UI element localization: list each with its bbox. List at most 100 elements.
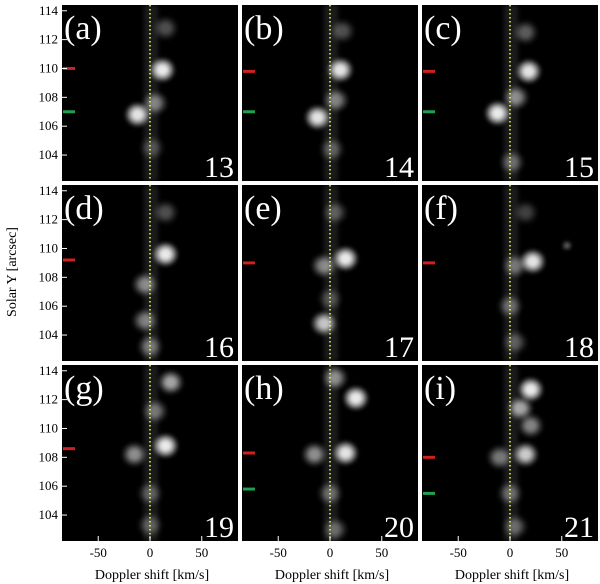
y-tick-label: 114 — [39, 363, 59, 378]
y-tick-label: 108 — [39, 89, 59, 104]
emission-core — [130, 107, 145, 122]
emission-core — [509, 90, 524, 105]
y-tick-label: 112 — [39, 212, 58, 227]
green-position-marker — [243, 110, 255, 114]
x-tick-label: 0 — [507, 545, 514, 560]
x-tick-label: 50 — [555, 545, 568, 560]
background-emission — [143, 5, 159, 181]
x-tick-label: 50 — [195, 545, 208, 560]
y-axis-title: Solar Y [arcsec] — [5, 227, 20, 317]
y-tick-label: 112 — [39, 392, 58, 407]
emission-core — [333, 63, 348, 77]
red-position-marker — [243, 69, 255, 73]
panel-frame-number: 19 — [204, 511, 234, 544]
emission-core — [508, 259, 523, 273]
emission-core — [521, 64, 536, 79]
emission-core — [523, 418, 538, 433]
green-position-marker — [243, 487, 255, 491]
emission-core — [316, 259, 331, 273]
panel-letter: (g) — [64, 370, 104, 407]
panel-letter: (f) — [424, 190, 458, 227]
panel-letter: (d) — [64, 190, 104, 227]
y-tick-label: 112 — [39, 32, 58, 47]
emission-core — [518, 25, 533, 40]
emission-core — [338, 446, 353, 460]
red-position-marker — [423, 261, 435, 265]
panel-frame-number: 16 — [204, 331, 234, 364]
panel-grid: (a) 13 (b) 14 (c) 15 (d) 16 (e) 17 (f) 18 (g) 19 (h) 20… — [62, 5, 598, 544]
x-tick-label: -50 — [450, 545, 467, 560]
panel-letter: (e) — [244, 190, 282, 227]
y-tick-label: 104 — [39, 507, 59, 522]
y-tick-label: 110 — [39, 60, 58, 75]
emission-core — [158, 247, 173, 261]
x-tick-label: 0 — [327, 545, 334, 560]
emission-core — [328, 205, 343, 220]
panel-letter: (a) — [64, 10, 102, 47]
red-position-marker — [63, 258, 75, 262]
emission-core — [158, 205, 173, 220]
y-tick-label: 104 — [39, 327, 59, 342]
green-position-marker — [423, 491, 435, 495]
panel-letter: (h) — [244, 370, 284, 407]
panel-d: (d) 16 — [62, 185, 238, 364]
emission-core — [518, 205, 533, 220]
panel-frame-number: 13 — [204, 151, 234, 184]
emission-core — [137, 313, 152, 328]
panel-e: (e) 17 — [242, 185, 418, 364]
emission-core — [158, 21, 173, 35]
emission-core — [142, 339, 158, 354]
red-position-marker — [63, 66, 75, 70]
green-position-marker — [423, 110, 435, 114]
emission-core — [523, 382, 538, 397]
emission-core — [316, 316, 331, 331]
emission-core — [148, 404, 163, 418]
emission-core — [508, 519, 523, 534]
emission-core — [492, 450, 507, 465]
x-axis-title-col1: Doppler shift [km/s] — [95, 568, 209, 583]
panel-frame-number: 20 — [384, 511, 414, 544]
y-tick-label: 114 — [39, 183, 59, 198]
emission-core — [518, 447, 533, 462]
y-tick-label: 108 — [39, 449, 59, 464]
panel-f: (f) 18 — [422, 185, 598, 364]
y-tick-label: 110 — [39, 420, 58, 435]
emission-core — [137, 277, 152, 292]
red-position-marker — [243, 451, 255, 455]
emission-core — [348, 391, 363, 405]
emission-core — [564, 243, 570, 248]
x-axis-title-col2: Doppler shift [km/s] — [275, 568, 389, 583]
emission-core — [525, 254, 540, 269]
emission-core — [505, 155, 520, 169]
panel-i: (i) 21 — [422, 365, 598, 544]
y-tick-label: 106 — [39, 118, 59, 133]
emission-core — [328, 522, 343, 537]
emission-core — [338, 251, 353, 266]
red-position-marker — [423, 69, 435, 73]
panel-letter: (i) — [424, 370, 456, 407]
panel-c: (c) 15 — [422, 5, 598, 184]
emission-core — [325, 142, 340, 156]
y-tick-label: 104 — [39, 147, 59, 162]
emission-core — [155, 63, 170, 77]
emission-core — [508, 335, 523, 349]
y-tick-label: 110 — [39, 240, 58, 255]
axes: 104 106 108 110 112 114 104 106 108 110 112 114 104 1… — [39, 3, 569, 560]
red-position-marker — [63, 447, 75, 451]
y-tick-label: 114 — [39, 3, 59, 18]
panel-b: (b) 14 — [242, 5, 418, 184]
emission-core — [322, 292, 338, 306]
panel-letter: (b) — [244, 10, 284, 47]
panel-frame-number: 21 — [564, 511, 594, 544]
emission-core — [328, 371, 343, 385]
panel-frame-number: 14 — [384, 151, 414, 184]
y-tick-label: 108 — [39, 269, 59, 284]
emission-core — [513, 401, 528, 415]
x-axis-title-col3: Doppler shift [km/s] — [455, 568, 569, 583]
panel-frame-number: 18 — [564, 331, 594, 364]
emission-core — [335, 24, 350, 38]
emission-core — [145, 141, 160, 155]
emission-core — [307, 447, 322, 462]
x-tick-label: -50 — [270, 545, 287, 560]
